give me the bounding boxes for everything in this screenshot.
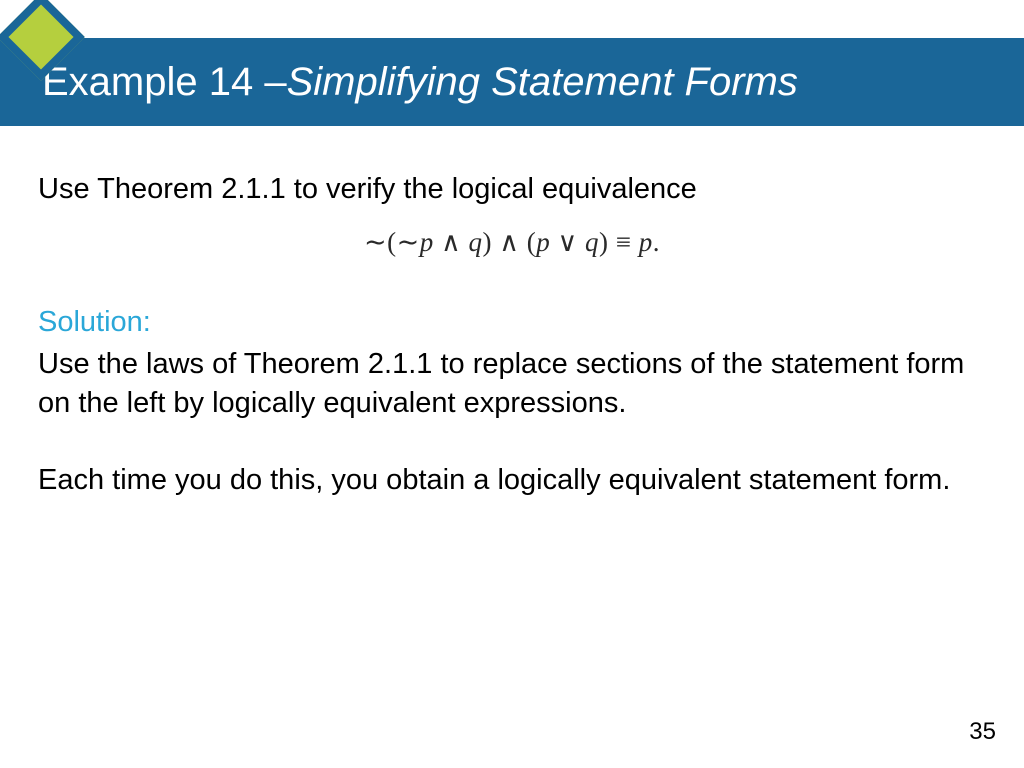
slide-header-bar: Example 14 – Simplifying Statement Forms <box>0 38 1024 126</box>
slide-header-prefix: Example 14 – <box>42 60 287 105</box>
logical-equivalence-formula: ∼(∼p ∧ q) ∧ (p ∨ q) ≡ p. <box>38 227 986 258</box>
solution-paragraph-1: Use the laws of Theorem 2.1.1 to replace… <box>38 345 986 423</box>
solution-heading: Solution: <box>38 306 986 339</box>
slide-header-title: Simplifying Statement Forms <box>287 60 798 105</box>
intro-text: Use Theorem 2.1.1 to verify the logical … <box>38 170 986 209</box>
page-number: 35 <box>969 718 996 746</box>
slide-content: Use Theorem 2.1.1 to verify the logical … <box>38 170 986 539</box>
solution-paragraph-2: Each time you do this, you obtain a logi… <box>38 461 986 500</box>
